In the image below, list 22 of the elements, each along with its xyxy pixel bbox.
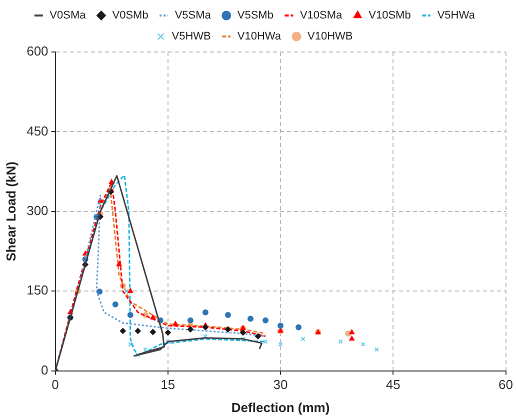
x-tick-label: 0: [52, 377, 59, 392]
x-tick-label: 60: [498, 377, 514, 392]
x-axis-title: Deflection (mm): [231, 400, 330, 415]
x-tick-label: 45: [386, 377, 400, 392]
legend-label: V0SMa: [50, 10, 87, 22]
x-tick-label: 15: [160, 377, 176, 392]
legend-label: V10HWB: [307, 30, 353, 43]
y-tick-label: 450: [26, 123, 48, 138]
y-axis-title: Shear Load (kN): [3, 162, 18, 262]
y-tick-label: 600: [26, 44, 48, 59]
legend-label: V5SMb: [237, 10, 274, 22]
legend-label: V5HWB: [172, 30, 211, 43]
legend-label: V10SMa: [300, 10, 344, 22]
legend-label: V5SMa: [174, 10, 212, 22]
y-tick-label: 0: [41, 362, 48, 378]
legend-label: V0SMb: [112, 10, 148, 22]
legend-label: V10SMb: [368, 10, 411, 22]
y-tick-label: 300: [26, 202, 48, 218]
y-tick-label: 150: [26, 282, 48, 298]
x-tick-label: 30: [273, 377, 288, 392]
legend-label: V5HWa: [437, 10, 476, 22]
legend-label: V10HWa: [237, 30, 282, 43]
